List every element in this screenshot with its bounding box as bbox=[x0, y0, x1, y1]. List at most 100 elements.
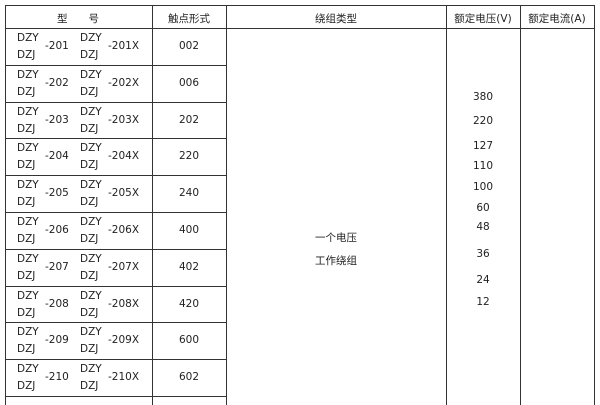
model-prefix: DZY bbox=[17, 142, 39, 155]
model-prefix: DZY bbox=[80, 179, 102, 192]
model-number-x: -209X bbox=[108, 334, 140, 347]
rated-voltage: 220 bbox=[472, 115, 494, 127]
rated-voltage: 48 bbox=[476, 221, 490, 233]
model-prefix: DZY bbox=[17, 363, 39, 376]
model-prefix: DZJ bbox=[17, 306, 36, 319]
model-prefix: DZY bbox=[80, 289, 102, 302]
model-number-x: -202X bbox=[108, 76, 140, 89]
row-divider bbox=[5, 212, 226, 213]
model-number: -207 bbox=[45, 260, 69, 273]
model-prefix: DZJ bbox=[80, 122, 99, 135]
rated-voltage: 24 bbox=[476, 274, 490, 286]
model-number: -208 bbox=[45, 297, 69, 310]
model-number-x: -206X bbox=[108, 224, 140, 236]
row-divider bbox=[5, 28, 594, 29]
model-number-x: -208X bbox=[108, 297, 140, 310]
row-divider bbox=[5, 396, 226, 397]
model-number: -204 bbox=[45, 150, 69, 163]
column-divider bbox=[5, 5, 6, 405]
contact-form: 006 bbox=[178, 76, 200, 89]
rated-voltage: 36 bbox=[476, 248, 490, 260]
header-model: 型 号 bbox=[57, 13, 99, 25]
model-number: -206 bbox=[45, 224, 69, 236]
row-divider bbox=[5, 5, 594, 6]
model-prefix: DZY bbox=[80, 363, 102, 376]
model-number-x: -204X bbox=[108, 150, 140, 163]
model-prefix: DZJ bbox=[17, 343, 36, 356]
model-prefix: DZJ bbox=[80, 380, 99, 393]
row-divider bbox=[5, 64, 226, 66]
model-prefix: DZJ bbox=[17, 233, 36, 245]
row-divider bbox=[5, 359, 226, 361]
model-prefix: DZY bbox=[80, 252, 102, 265]
model-prefix: DZY bbox=[17, 252, 39, 265]
model-prefix: DZJ bbox=[17, 380, 36, 393]
header-contact: 触点形式 bbox=[168, 13, 210, 25]
contact-form: 220 bbox=[178, 150, 200, 163]
spec-table: 型 号 触点形式 绕组类型 额定电压(V) 额定电流(A) DZY DZJ -201 DZY DZ… bbox=[5, 5, 595, 405]
model-prefix: DZJ bbox=[17, 269, 36, 282]
model-number: -202 bbox=[45, 76, 69, 89]
model-prefix: DZY bbox=[17, 216, 39, 228]
model-number: -203 bbox=[45, 113, 69, 126]
row-divider bbox=[5, 248, 226, 250]
winding-type: 工作绕组 bbox=[315, 255, 357, 267]
model-number: -210 bbox=[45, 371, 69, 384]
model-prefix: DZJ bbox=[80, 159, 99, 172]
model-number-x: -207X bbox=[108, 260, 140, 273]
contact-form: 600 bbox=[178, 334, 200, 347]
model-number: -209 bbox=[45, 334, 69, 347]
model-prefix: DZY bbox=[17, 68, 39, 81]
model-prefix: DZJ bbox=[80, 49, 99, 61]
contact-form: 240 bbox=[178, 187, 200, 200]
winding-type: 一个电压 bbox=[315, 232, 357, 244]
header-voltage: 额定电压(V) bbox=[454, 13, 512, 25]
model-prefix: DZY bbox=[80, 326, 102, 339]
rated-voltage: 380 bbox=[472, 91, 494, 103]
model-prefix: DZY bbox=[17, 326, 39, 339]
model-prefix: DZY bbox=[17, 105, 39, 118]
header-winding: 绕组类型 bbox=[315, 13, 357, 25]
model-prefix: DZY bbox=[80, 216, 102, 228]
row-divider bbox=[5, 101, 226, 103]
model-prefix: DZJ bbox=[17, 122, 36, 135]
model-prefix: DZY bbox=[80, 68, 102, 81]
header-current: 额定电流(A) bbox=[528, 13, 586, 25]
row-divider bbox=[5, 285, 226, 287]
model-number-x: -205X bbox=[108, 187, 140, 200]
model-prefix: DZY bbox=[17, 32, 39, 44]
model-number-x: -210X bbox=[108, 371, 140, 384]
row-divider bbox=[5, 138, 226, 140]
column-divider bbox=[594, 5, 595, 405]
contact-form: 202 bbox=[178, 113, 200, 126]
contact-form: 602 bbox=[178, 371, 200, 384]
model-number-x: -203X bbox=[108, 113, 140, 126]
model-prefix: DZJ bbox=[80, 85, 99, 98]
column-divider bbox=[520, 5, 521, 405]
contact-form: 400 bbox=[178, 224, 200, 236]
row-divider bbox=[5, 322, 226, 324]
rated-voltage: 100 bbox=[472, 181, 494, 193]
model-number-x: -201X bbox=[108, 40, 140, 52]
contact-form: 402 bbox=[178, 260, 200, 273]
column-divider bbox=[446, 5, 447, 405]
model-prefix: DZJ bbox=[80, 269, 99, 282]
model-prefix: DZJ bbox=[80, 233, 99, 245]
model-prefix: DZY bbox=[80, 32, 102, 44]
contact-form: 002 bbox=[178, 40, 200, 52]
model-prefix: DZJ bbox=[17, 85, 36, 98]
model-prefix: DZJ bbox=[80, 306, 99, 319]
model-prefix: DZY bbox=[17, 289, 39, 302]
model-prefix: DZJ bbox=[80, 196, 99, 209]
rated-voltage: 12 bbox=[476, 296, 490, 308]
contact-form: 420 bbox=[178, 297, 200, 310]
rated-voltage: 127 bbox=[472, 140, 494, 152]
model-prefix: DZJ bbox=[80, 343, 99, 356]
model-number: -201 bbox=[45, 40, 69, 52]
model-prefix: DZY bbox=[80, 142, 102, 155]
model-prefix: DZJ bbox=[17, 159, 36, 172]
model-prefix: DZJ bbox=[17, 196, 36, 209]
model-prefix: DZJ bbox=[17, 49, 36, 61]
model-number: -205 bbox=[45, 187, 69, 200]
rated-voltage: 60 bbox=[476, 202, 490, 214]
